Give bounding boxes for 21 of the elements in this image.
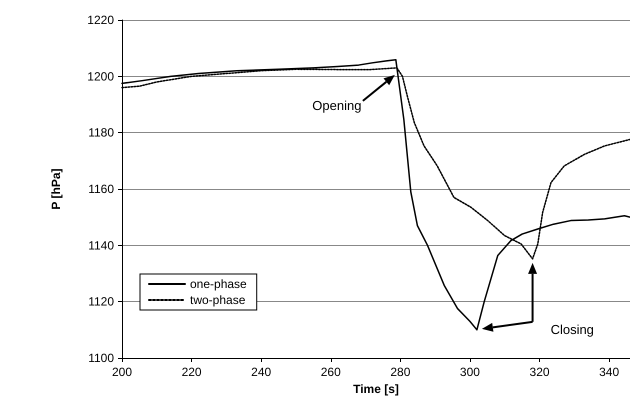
y-axis-title: P [hPa] [49,168,63,210]
x-tick-label: 300 [460,365,480,379]
legend-label: one-phase [190,277,248,291]
y-tick-label: 1100 [88,351,114,365]
annotation: Closing [550,322,594,337]
y-tick-label: 1200 [87,69,114,84]
x-tick-label: 240 [251,365,272,379]
y-tick-label: 1180 [88,126,114,140]
y-tick-label: 1120 [88,294,114,309]
x-tick-label: 220 [182,365,202,379]
y-tick-label: 1140 [88,238,114,252]
x-tick-label: 200 [112,365,132,379]
x-tick-label: 320 [530,365,550,379]
x-axis-title: Time [s] [353,382,399,396]
legend-label: two-phase [190,293,246,307]
y-tick-label: 1220 [87,13,114,27]
annotation: Opening [312,98,362,113]
x-tick-label: 340 [599,365,620,379]
x-tick-label: 280 [390,365,411,379]
y-tick-label: 1160 [88,182,114,196]
x-tick-label: 260 [320,365,342,379]
